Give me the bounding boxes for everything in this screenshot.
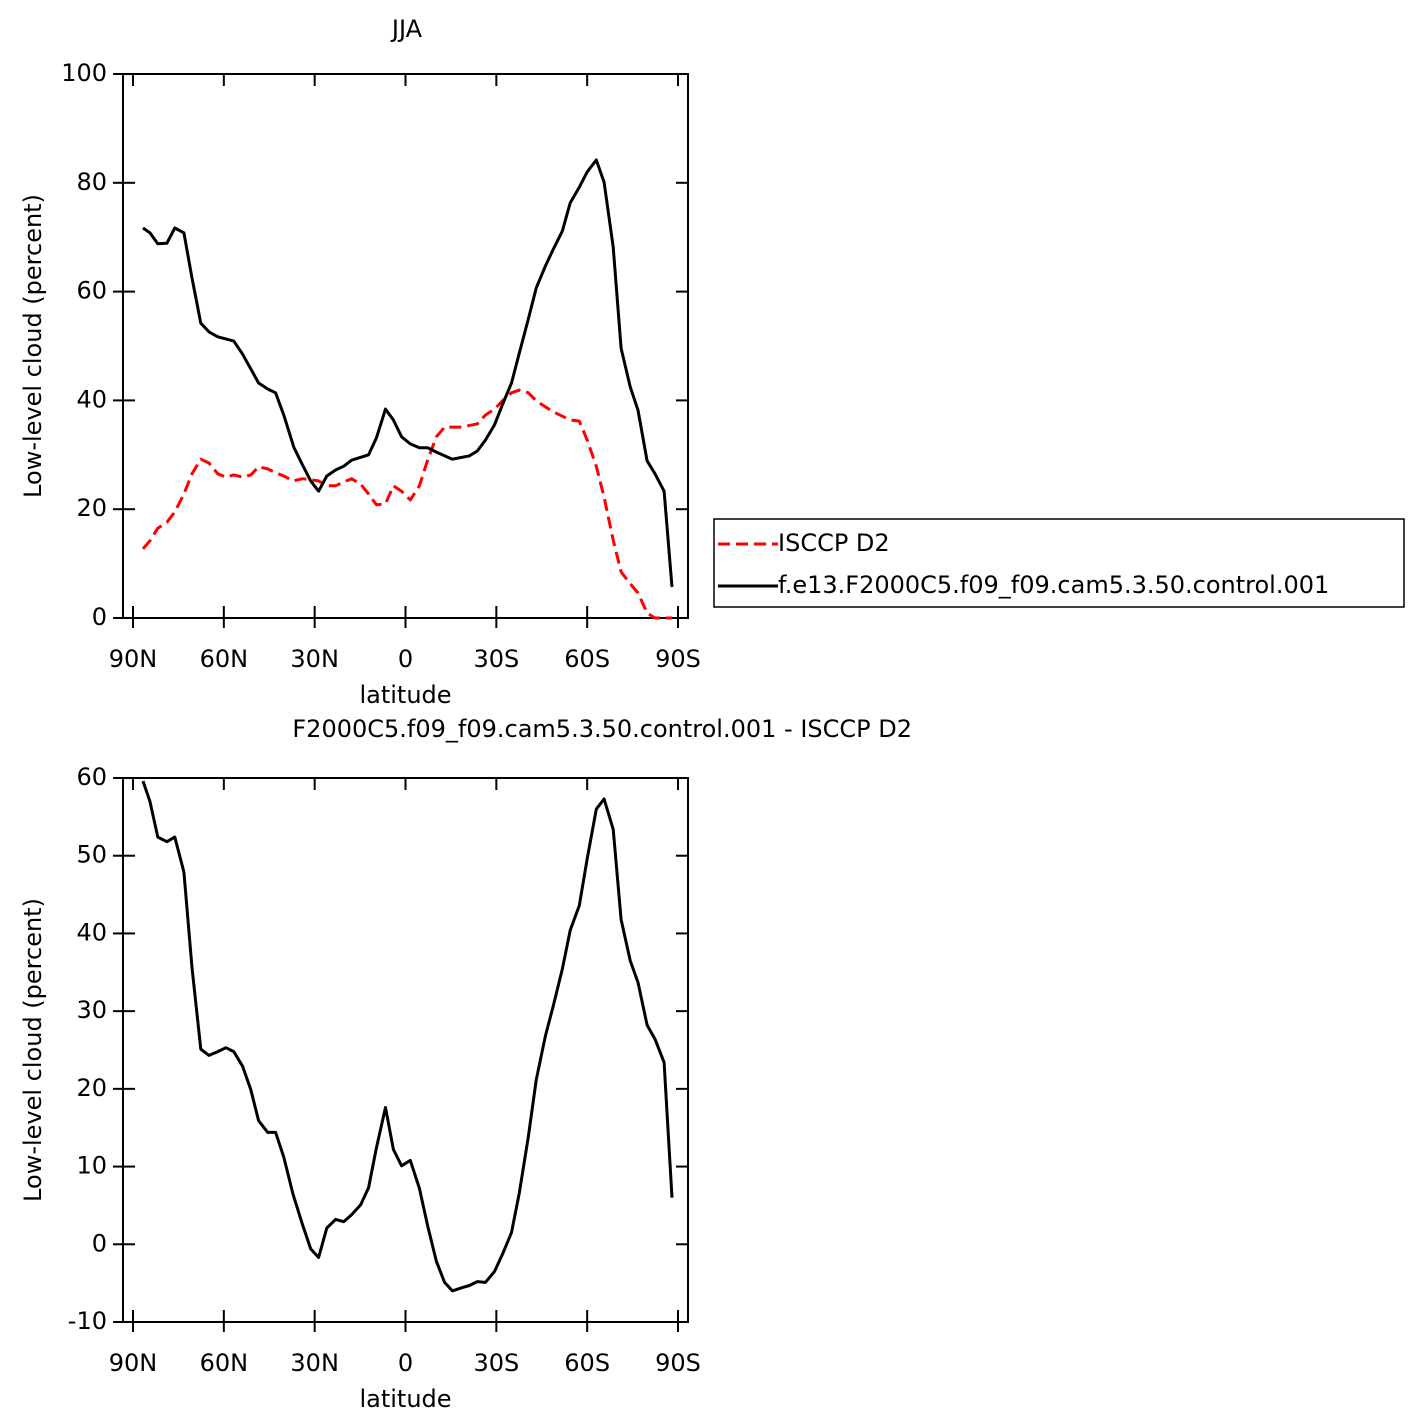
y-tick-label: 60 [76,763,107,791]
x-tick-label: 60S [564,645,610,673]
x-tick-label: 30S [473,645,519,673]
y-axis-label: Low-level cloud (percent) [19,898,47,1202]
x-tick-label: 90S [655,645,701,673]
x-tick-label: 90N [109,645,158,673]
y-tick-label: 40 [76,385,107,413]
chart-title: F2000C5.f09_f09.cam5.3.50.control.001 - … [292,715,912,743]
x-tick-label: 60S [564,1349,610,1377]
x-tick-label: 0 [398,645,413,673]
x-tick-label: 30N [290,645,339,673]
data-line [141,388,672,620]
legend-label: ISCCP D2 [778,529,890,557]
chart-title: JJA [390,15,423,43]
y-tick-label: 10 [76,1152,107,1180]
y-tick-label: -10 [68,1307,107,1335]
x-tick-label: 30S [473,1349,519,1377]
y-tick-label: 30 [76,996,107,1024]
y-tick-label: 40 [76,918,107,946]
y-tick-label: 20 [76,1074,107,1102]
data-line [142,158,674,588]
x-tick-label: 60N [200,645,249,673]
x-axis-label: latitude [359,681,451,709]
x-tick-label: 90S [655,1349,701,1377]
y-tick-label: 0 [92,1229,107,1257]
data-line [141,780,674,1293]
legend-box [713,518,1405,608]
y-tick-label: 60 [76,277,107,305]
y-tick-label: 80 [76,168,107,196]
x-tick-label: 90N [109,1349,158,1377]
x-axis-label: latitude [359,1385,451,1413]
x-tick-label: 60N [200,1349,249,1377]
x-tick-label: 30N [290,1349,339,1377]
y-tick-label: 100 [61,59,107,87]
y-axis-label: Low-level cloud (percent) [19,194,47,498]
y-tick-label: 50 [76,841,107,869]
y-tick-label: 20 [76,494,107,522]
plot-frame [122,777,689,1323]
plot-frame [122,73,689,619]
x-tick-label: 0 [398,1349,413,1377]
y-tick-label: 0 [92,603,107,631]
legend-label: f.e13.F2000C5.f09_f09.cam5.3.50.control.… [778,571,1329,599]
